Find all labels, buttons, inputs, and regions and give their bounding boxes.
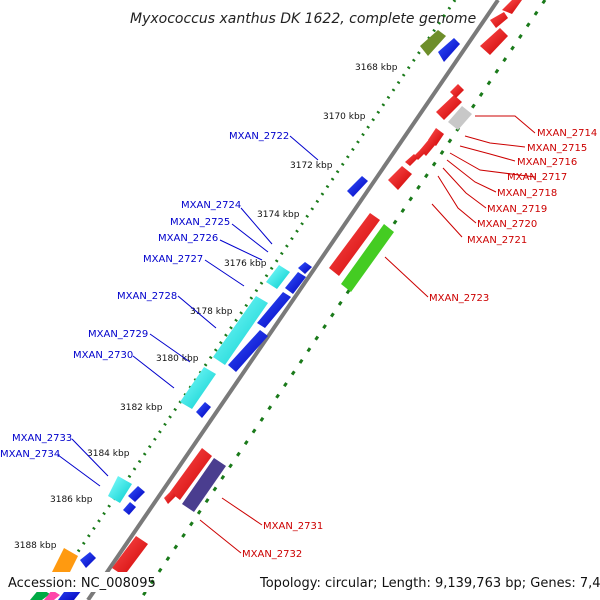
map-title: Myxococcus xanthus DK 1622, complete gen…	[130, 11, 476, 27]
gene-blue[interactable]	[257, 292, 291, 328]
footer-backing-right	[256, 572, 596, 592]
gene-label-mxan-2726[interactable]: MXAN_2726	[158, 233, 218, 244]
gene-label-mxan-2714[interactable]: MXAN_2714	[537, 128, 597, 139]
gene-label-mxan-2733[interactable]: MXAN_2733	[12, 433, 72, 444]
gene-multicolor[interactable]	[44, 590, 60, 600]
genome-backbone	[86, 0, 500, 600]
gene-blue[interactable]	[228, 330, 268, 372]
gene-label-mxan-2722[interactable]: MXAN_2722	[229, 131, 289, 142]
gene-cyan[interactable]	[266, 265, 290, 289]
gene-red[interactable]	[388, 166, 412, 190]
gene-cyan[interactable]	[213, 296, 268, 365]
gene-label-mxan-2720[interactable]: MXAN_2720	[477, 219, 537, 230]
gene-red[interactable]	[164, 490, 176, 504]
gene-red[interactable]	[450, 84, 464, 98]
gene-blue[interactable]	[438, 38, 460, 62]
gene-blue[interactable]	[123, 502, 136, 515]
gene-label-mxan-2725[interactable]: MXAN_2725	[170, 217, 230, 228]
kbp-label: 3180 kbp	[156, 354, 199, 364]
inner-tick-track	[43, 0, 457, 600]
gene-label-mxan-2732[interactable]: MXAN_2732	[242, 549, 302, 560]
kbp-label: 3182 kbp	[120, 403, 163, 413]
gene-red-large[interactable]	[329, 213, 380, 276]
kbp-label: 3174 kbp	[257, 210, 300, 220]
gene-purple[interactable]	[182, 458, 226, 512]
gene-mxan-2722[interactable]	[347, 176, 368, 197]
kbp-label: 3186 kbp	[50, 495, 93, 505]
gene-label-mxan-2719[interactable]: MXAN_2719	[487, 204, 547, 215]
gene-red[interactable]	[490, 12, 508, 28]
accession-text: Accession: NC_008095	[8, 576, 156, 591]
gene-red[interactable]	[112, 536, 148, 576]
gene-cyan[interactable]	[108, 476, 132, 503]
gene-label-mxan-2734[interactable]: MXAN_2734	[0, 449, 60, 460]
gene-grey[interactable]	[448, 106, 472, 130]
leader-lines-blue	[57, 135, 319, 487]
gene-label-mxan-2728[interactable]: MXAN_2728	[117, 291, 177, 302]
gene-label-mxan-2716[interactable]: MXAN_2716	[517, 157, 577, 168]
kbp-label: 3184 kbp	[87, 449, 130, 459]
gene-label-mxan-2730[interactable]: MXAN_2730	[73, 350, 133, 361]
leader-lines-red	[199, 115, 536, 554]
gene-label-mxan-2723[interactable]: MXAN_2723	[429, 293, 489, 304]
kbp-label: 3178 kbp	[190, 307, 233, 317]
gene-green-large[interactable]	[341, 224, 394, 292]
gene-blue[interactable]	[298, 262, 312, 274]
gene-label-mxan-2717[interactable]: MXAN_2717	[507, 172, 567, 183]
gene-label-mxan-2715[interactable]: MXAN_2715	[527, 143, 587, 154]
kbp-label: 3170 kbp	[323, 112, 366, 122]
gene-red[interactable]	[405, 154, 418, 166]
kbp-label: 3168 kbp	[355, 63, 398, 73]
gene-blue[interactable]	[128, 486, 145, 502]
outer-tick-track	[138, 0, 547, 600]
gene-red[interactable]	[436, 95, 462, 120]
gene-red[interactable]	[170, 448, 212, 500]
gene-olive[interactable]	[420, 30, 446, 56]
gene-label-mxan-2724[interactable]: MXAN_2724	[181, 200, 241, 211]
footer-backing-left	[4, 572, 146, 592]
gene-label-mxan-2718[interactable]: MXAN_2718	[497, 188, 557, 199]
kbp-label: 3172 kbp	[290, 161, 333, 171]
gene-blue[interactable]	[285, 272, 306, 294]
gene-label-mxan-2729[interactable]: MXAN_2729	[88, 329, 148, 340]
gene-red[interactable]	[480, 28, 508, 55]
gene-label-mxan-2731[interactable]: MXAN_2731	[263, 521, 323, 532]
gene-blue[interactable]	[80, 552, 96, 568]
gene-red[interactable]	[502, 0, 522, 14]
gene-label-mxan-2721[interactable]: MXAN_2721	[467, 235, 527, 246]
gene-blue[interactable]	[196, 402, 211, 418]
kbp-label: 3188 kbp	[14, 541, 57, 551]
gene-label-mxan-2727[interactable]: MXAN_2727	[143, 254, 203, 265]
kbp-label: 3176 kbp	[224, 259, 267, 269]
genome-summary-text: Topology: circular; Length: 9,139,763 bp…	[259, 576, 600, 591]
gene-cyan[interactable]	[180, 367, 216, 409]
